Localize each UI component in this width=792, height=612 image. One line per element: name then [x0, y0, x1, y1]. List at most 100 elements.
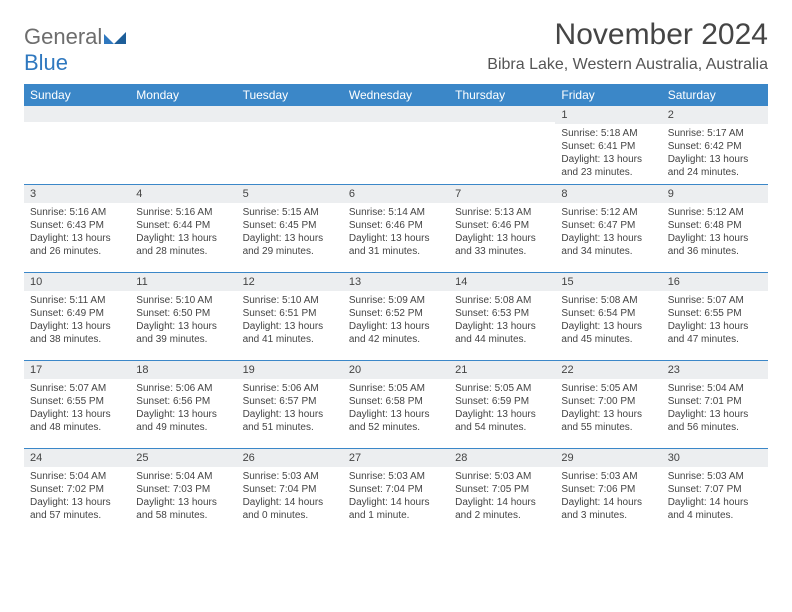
calendar-week-row: 3 Sunrise: 5:16 AMSunset: 6:43 PM Daylight…	[24, 184, 768, 272]
day-number: 6	[343, 185, 449, 203]
calendar-day-cell: 18Sunrise: 5:06 AMSunset: 6:56 PMDayligh…	[130, 360, 236, 448]
calendar-week-row: 10Sunrise: 5:11 AMSunset: 6:49 PMDayligh…	[24, 272, 768, 360]
day-body: Sunrise: 5:03 AMSunset: 7:04 PMDaylight:…	[237, 467, 343, 526]
daylight-text: Daylight: 13 hours and 57 minutes.	[30, 496, 124, 522]
day-number: 20	[343, 361, 449, 379]
day-body: Sunrise: 5:16 AMSunset: 6:44 PMDaylight:…	[130, 203, 236, 262]
calendar-week-row: 17Sunrise: 5:07 AMSunset: 6:55 PMDayligh…	[24, 360, 768, 448]
sunrise-text: Sunrise: 5:05 AM	[561, 382, 655, 395]
sunrise-text: Sunrise: 5:05 AM	[455, 382, 549, 395]
daylight-text: Daylight: 13 hours and 49 minutes.	[136, 408, 230, 434]
sunset-text: Sunset: 7:03 PM	[136, 483, 230, 496]
day-number: 11	[130, 273, 236, 291]
sunset-text: Sunset: 6:49 PM	[30, 307, 124, 320]
day-number: 3	[24, 185, 130, 203]
day-number	[237, 106, 343, 122]
day-body: Sunrise: 5:15 AMSunset: 6:45 PMDaylight:…	[237, 203, 343, 262]
daylight-text: Daylight: 13 hours and 23 minutes.	[561, 153, 655, 179]
sunrise-text: Sunrise: 5:04 AM	[668, 382, 762, 395]
sunset-text: Sunset: 6:59 PM	[455, 395, 549, 408]
day-number	[343, 106, 449, 122]
sunrise-text: Sunrise: 5:18 AM	[561, 127, 655, 140]
day-body	[237, 122, 343, 129]
daylight-text: Daylight: 13 hours and 41 minutes.	[243, 320, 337, 346]
sunrise-text: Sunrise: 5:16 AM	[30, 206, 124, 219]
sunrise-text: Sunrise: 5:03 AM	[349, 470, 443, 483]
sunset-text: Sunset: 7:05 PM	[455, 483, 549, 496]
day-body	[130, 122, 236, 129]
sunset-text: Sunset: 6:47 PM	[561, 219, 655, 232]
calendar-day-cell: 6Sunrise: 5:14 AMSunset: 6:46 PMDaylight…	[343, 184, 449, 272]
day-number: 2	[662, 106, 768, 124]
day-number: 8	[555, 185, 661, 203]
logo-part1: General	[24, 24, 102, 49]
daylight-text: Daylight: 14 hours and 4 minutes.	[668, 496, 762, 522]
day-number: 17	[24, 361, 130, 379]
sunset-text: Sunset: 7:02 PM	[30, 483, 124, 496]
day-header: Thursday	[449, 84, 555, 106]
daylight-text: Daylight: 13 hours and 47 minutes.	[668, 320, 762, 346]
sunset-text: Sunset: 6:52 PM	[349, 307, 443, 320]
calendar-day-cell: 5Sunrise: 5:15 AMSunset: 6:45 PMDaylight…	[237, 184, 343, 272]
sunrise-text: Sunrise: 5:05 AM	[349, 382, 443, 395]
sunrise-text: Sunrise: 5:14 AM	[349, 206, 443, 219]
sunset-text: Sunset: 7:07 PM	[668, 483, 762, 496]
day-body: Sunrise: 5:11 AMSunset: 6:49 PMDaylight:…	[24, 291, 130, 350]
sunset-text: Sunset: 6:54 PM	[561, 307, 655, 320]
day-number: 10	[24, 273, 130, 291]
day-header: Friday	[555, 84, 661, 106]
calendar-day-cell: 3Sunrise: 5:16 AMSunset: 6:43 PMDaylight…	[24, 184, 130, 272]
calendar-day-cell: 2Sunrise: 5:17 AMSunset: 6:42 PMDaylight…	[662, 106, 768, 184]
sunrise-text: Sunrise: 5:03 AM	[243, 470, 337, 483]
sunset-text: Sunset: 6:42 PM	[668, 140, 762, 153]
day-body: Sunrise: 5:03 AMSunset: 7:05 PMDaylight:…	[449, 467, 555, 526]
day-body: Sunrise: 5:08 AMSunset: 6:53 PMDaylight:…	[449, 291, 555, 350]
title-block: November 2024 Bibra Lake, Western Austra…	[487, 18, 768, 74]
day-body: Sunrise: 5:08 AMSunset: 6:54 PMDaylight:…	[555, 291, 661, 350]
day-body: Sunrise: 5:03 AMSunset: 7:06 PMDaylight:…	[555, 467, 661, 526]
day-body: Sunrise: 5:04 AMSunset: 7:03 PMDaylight:…	[130, 467, 236, 526]
sunset-text: Sunset: 6:50 PM	[136, 307, 230, 320]
calendar-week-row: 1Sunrise: 5:18 AMSunset: 6:41 PMDaylight…	[24, 106, 768, 184]
day-number: 1	[555, 106, 661, 124]
day-body: Sunrise: 5:06 AMSunset: 6:56 PMDaylight:…	[130, 379, 236, 438]
day-number: 13	[343, 273, 449, 291]
day-number: 30	[662, 449, 768, 467]
sunset-text: Sunset: 6:55 PM	[668, 307, 762, 320]
day-number: 18	[130, 361, 236, 379]
day-body: Sunrise: 5:13 AMSunset: 6:46 PMDaylight:…	[449, 203, 555, 262]
daylight-text: Daylight: 13 hours and 58 minutes.	[136, 496, 230, 522]
calendar-day-cell: 13Sunrise: 5:09 AMSunset: 6:52 PMDayligh…	[343, 272, 449, 360]
day-header: Wednesday	[343, 84, 449, 106]
calendar-day-cell	[449, 106, 555, 184]
sunrise-text: Sunrise: 5:10 AM	[136, 294, 230, 307]
sunset-text: Sunset: 6:48 PM	[668, 219, 762, 232]
day-number: 25	[130, 449, 236, 467]
day-body: Sunrise: 5:09 AMSunset: 6:52 PMDaylight:…	[343, 291, 449, 350]
calendar-day-cell	[237, 106, 343, 184]
day-number: 28	[449, 449, 555, 467]
calendar-day-cell	[24, 106, 130, 184]
sunset-text: Sunset: 6:43 PM	[30, 219, 124, 232]
sunrise-text: Sunrise: 5:09 AM	[349, 294, 443, 307]
daylight-text: Daylight: 13 hours and 24 minutes.	[668, 153, 762, 179]
logo-text: General Blue	[24, 24, 126, 76]
day-number: 15	[555, 273, 661, 291]
sunrise-text: Sunrise: 5:06 AM	[243, 382, 337, 395]
daylight-text: Daylight: 13 hours and 34 minutes.	[561, 232, 655, 258]
daylight-text: Daylight: 14 hours and 1 minute.	[349, 496, 443, 522]
calendar-day-cell: 21Sunrise: 5:05 AMSunset: 6:59 PMDayligh…	[449, 360, 555, 448]
day-body: Sunrise: 5:14 AMSunset: 6:46 PMDaylight:…	[343, 203, 449, 262]
logo-mark-icon	[104, 30, 126, 49]
day-number: 24	[24, 449, 130, 467]
day-number: 4	[130, 185, 236, 203]
sunrise-text: Sunrise: 5:06 AM	[136, 382, 230, 395]
day-number: 14	[449, 273, 555, 291]
calendar-day-cell: 27Sunrise: 5:03 AMSunset: 7:04 PMDayligh…	[343, 448, 449, 536]
sunrise-text: Sunrise: 5:03 AM	[455, 470, 549, 483]
day-number: 27	[343, 449, 449, 467]
sunrise-text: Sunrise: 5:15 AM	[243, 206, 337, 219]
calendar-day-cell: 10Sunrise: 5:11 AMSunset: 6:49 PMDayligh…	[24, 272, 130, 360]
sunset-text: Sunset: 7:06 PM	[561, 483, 655, 496]
sunrise-text: Sunrise: 5:03 AM	[561, 470, 655, 483]
